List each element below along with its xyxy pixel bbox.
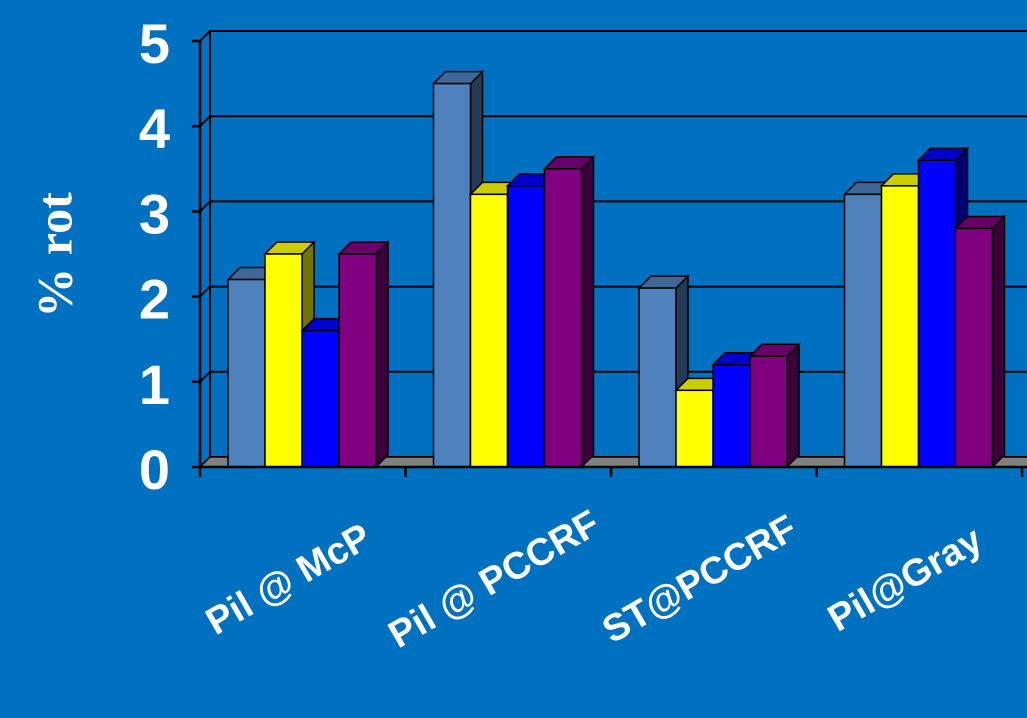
y-tick-label: 3 (139, 182, 170, 245)
gridline-diagonal (199, 371, 211, 383)
bar-front (880, 185, 920, 468)
bar-front (843, 193, 883, 468)
bar (953, 214, 1007, 469)
bar-front (506, 185, 546, 468)
bar-front (543, 168, 583, 468)
bar-front (749, 355, 788, 468)
bar-front (954, 227, 994, 468)
bar-front (301, 329, 340, 468)
y-axis-label: % rot (26, 192, 82, 318)
gridline-diagonal (199, 115, 211, 127)
bar-front (469, 193, 509, 468)
bar-front (712, 364, 751, 468)
x-tick-label: Pil@Gray (821, 519, 989, 640)
bar (337, 240, 390, 469)
x-tick-label: Pil @ McP (199, 516, 378, 644)
bar (637, 274, 690, 469)
bar-front (917, 159, 957, 468)
gridline-diagonal (199, 200, 211, 213)
bar-side (786, 342, 800, 469)
bar (542, 154, 596, 469)
bar-front (227, 278, 266, 468)
x-tick-label: Pil @ PCCRF (382, 503, 607, 657)
axes (192, 39, 1027, 477)
bar-front (638, 287, 677, 468)
bars (226, 69, 1007, 469)
bar-front (264, 253, 303, 468)
bar-front (338, 253, 377, 468)
bar-front (432, 82, 472, 468)
gridline-diagonal (199, 285, 211, 298)
y-tick-label: 4 (139, 97, 170, 160)
bar-side (580, 154, 595, 469)
gridline-diagonal (199, 30, 211, 42)
bar-side (991, 214, 1006, 469)
y-tick-labels: 0 1 2 3 4 5 (139, 12, 170, 501)
y-tick-label: 5 (139, 12, 170, 75)
y-tick-label: 1 (139, 353, 170, 416)
bar-side (375, 240, 389, 469)
x-tick-label: ST@PCCRF (596, 507, 804, 652)
bar-front (675, 389, 714, 468)
bar (748, 342, 801, 469)
y-tick-label: 0 (139, 438, 170, 501)
y-tick-label: 2 (139, 268, 170, 331)
